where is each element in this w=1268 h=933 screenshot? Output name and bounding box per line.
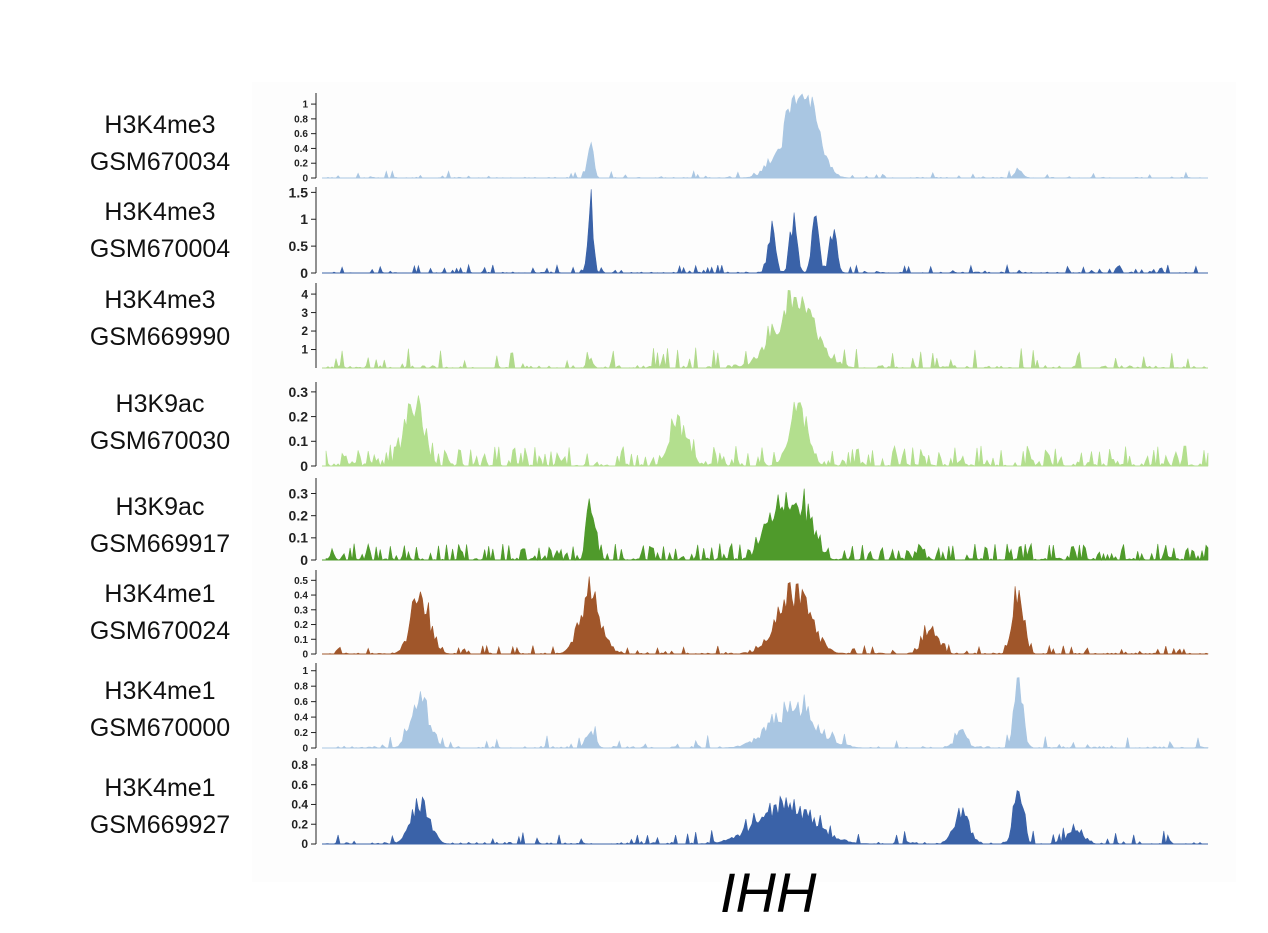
track-sample-3: GSM669990 bbox=[89, 323, 231, 351]
y-tick-label-6-6: 0 bbox=[302, 650, 308, 661]
y-tick-label-6-4: 0.2 bbox=[294, 620, 308, 631]
y-tick-label-2-1: 1.5 bbox=[289, 184, 309, 200]
y-tick-label-5-3: 0.1 bbox=[289, 530, 309, 546]
y-tick-label-4-3: 0.1 bbox=[289, 433, 309, 449]
track-label-1: H3K4me3 GSM670034 bbox=[40, 107, 280, 181]
track-label-2: H3K4me3 GSM670004 bbox=[40, 194, 280, 268]
y-tick-label-1-6: 0 bbox=[302, 174, 308, 185]
y-tick-label-6-5: 0.1 bbox=[294, 635, 308, 646]
track-sample-7: GSM670000 bbox=[89, 714, 231, 742]
y-tick-label-3-1: 4 bbox=[301, 287, 308, 301]
y-tick-label-1-5: 0.2 bbox=[294, 159, 308, 170]
y-tick-label-8-2: 0.6 bbox=[291, 778, 308, 792]
y-tick-label-2-2: 1 bbox=[300, 211, 308, 227]
track-5: 0.3 0.2 0.1 0 bbox=[289, 478, 1209, 568]
y-tick-label-6-3: 0.3 bbox=[294, 605, 308, 616]
track-2: 1.5 1 0.5 0 bbox=[289, 184, 1208, 281]
y-tick-label-8-1: 0.8 bbox=[291, 758, 308, 772]
track-label-3: H3K4me3 GSM669990 bbox=[40, 282, 280, 356]
signal-2 bbox=[326, 189, 1208, 275]
track-mark-4: H3K9ac bbox=[115, 390, 205, 418]
track-mark-6: H3K4me1 bbox=[104, 580, 216, 608]
y-tick-label-2-3: 0.5 bbox=[289, 238, 309, 254]
y-tick-label-7-3: 0.6 bbox=[294, 697, 308, 708]
y-tick-label-4-4: 0 bbox=[300, 458, 308, 474]
track-sample-1: GSM670034 bbox=[89, 148, 231, 176]
y-tick-label-1-2: 0.8 bbox=[294, 114, 308, 125]
signal-3 bbox=[325, 289, 1209, 369]
track-1: 1 0.8 0.6 0.4 0.2 0 bbox=[294, 93, 1208, 185]
y-tick-label-8-4: 0.2 bbox=[291, 817, 308, 831]
y-tick-label-6-1: 0.5 bbox=[294, 576, 308, 587]
track-label-6: H3K4me1 GSM670024 bbox=[40, 576, 280, 650]
y-tick-label-5-2: 0.2 bbox=[289, 508, 309, 524]
y-tick-label-1-4: 0.4 bbox=[294, 144, 308, 155]
track-mark-5: H3K9ac bbox=[115, 493, 205, 521]
track-mark-3: H3K4me3 bbox=[104, 286, 216, 314]
signal-7 bbox=[326, 677, 1209, 749]
y-tick-label-7-1: 1 bbox=[302, 666, 308, 677]
track-sample-6: GSM670024 bbox=[89, 617, 231, 645]
track-sample-8: GSM669927 bbox=[89, 811, 231, 839]
y-tick-label-4-1: 0.3 bbox=[289, 384, 309, 400]
track-label-7: H3K4me1 GSM670000 bbox=[40, 673, 280, 747]
y-tick-label-5-1: 0.3 bbox=[289, 485, 309, 501]
y-tick-label-8-3: 0.4 bbox=[291, 798, 308, 812]
y-tick-label-1-3: 0.6 bbox=[294, 129, 308, 140]
y-tick-label-7-2: 0.8 bbox=[294, 682, 308, 693]
y-tick-label-1-1: 1 bbox=[302, 100, 308, 111]
track-mark-1: H3K4me3 bbox=[104, 111, 216, 139]
y-tick-label-3-4: 1 bbox=[301, 343, 308, 357]
track-4: 0.3 0.2 0.1 0 bbox=[289, 382, 1209, 474]
track-mark-2: H3K4me3 bbox=[104, 198, 216, 226]
signal-5 bbox=[325, 488, 1209, 562]
track-7: 1 0.8 0.6 0.4 0.2 0 bbox=[294, 663, 1209, 755]
track-8: 0.8 0.6 0.4 0.2 0 bbox=[291, 758, 1208, 851]
y-tick-label-5-4: 0 bbox=[300, 552, 308, 568]
y-tick-label-7-4: 0.4 bbox=[294, 713, 308, 724]
y-tick-label-3-2: 3 bbox=[301, 306, 308, 320]
track-label-5: H3K9ac GSM669917 bbox=[40, 489, 280, 563]
track-mark-7: H3K4me1 bbox=[104, 677, 216, 705]
track-6: 0.5 0.4 0.3 0.2 0.1 0 bbox=[294, 570, 1209, 661]
track-3: 4 3 2 1 bbox=[301, 283, 1209, 369]
y-tick-label-4-2: 0.2 bbox=[289, 408, 309, 424]
signal-6 bbox=[326, 576, 1209, 656]
y-tick-label-3-3: 2 bbox=[301, 324, 308, 338]
gene-label: IHH bbox=[720, 861, 817, 924]
track-sample-5: GSM669917 bbox=[89, 530, 231, 558]
signal-1 bbox=[325, 93, 1208, 179]
y-tick-label-7-6: 0 bbox=[302, 744, 308, 755]
y-tick-label-8-5: 0 bbox=[301, 837, 308, 851]
track-mark-8: H3K4me1 bbox=[104, 774, 216, 802]
chart-panel bbox=[252, 82, 1236, 882]
track-label-4: H3K9ac GSM670030 bbox=[40, 386, 280, 460]
track-sample-2: GSM670004 bbox=[89, 235, 231, 263]
signal-8 bbox=[325, 790, 1208, 845]
signal-4 bbox=[325, 395, 1209, 468]
y-tick-label-7-5: 0.2 bbox=[294, 728, 308, 739]
track-label-8: H3K4me1 GSM669927 bbox=[40, 770, 280, 844]
y-tick-label-6-2: 0.4 bbox=[294, 591, 308, 602]
y-tick-label-2-4: 0 bbox=[300, 265, 308, 281]
track-sample-4: GSM670030 bbox=[89, 427, 231, 455]
